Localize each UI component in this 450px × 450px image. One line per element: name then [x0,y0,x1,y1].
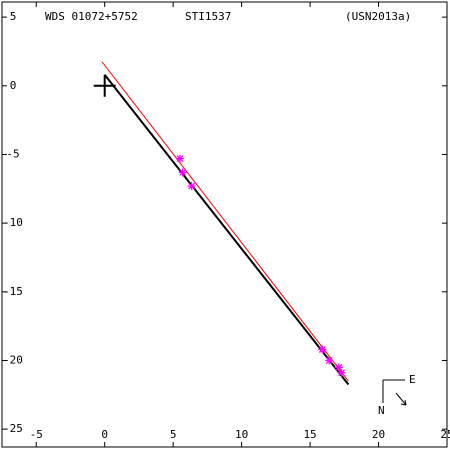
x-tick-label: 20 [372,428,385,441]
asterisk-stroke [318,346,326,353]
compass [382,379,407,406]
y-tick-label: -15 [3,285,23,298]
asterisk-stroke [179,168,187,176]
compass-arrow-head [400,403,407,406]
asterisk-stroke [325,357,333,364]
observation [337,368,346,377]
x-tick-label: 15 [303,428,316,441]
asterisk-stroke [176,155,184,163]
orbit-line [103,74,350,386]
observation [187,182,196,191]
y-tick-label: -25 [3,422,23,435]
x-tick-label: -5 [30,428,43,441]
compass-east-label: E [409,373,416,386]
x-tick-label: 5 [170,428,177,441]
compass-arrow-head [404,399,407,406]
y-tick-label: 5 [10,10,17,23]
observation [178,168,187,177]
asterisk-stroke [338,369,346,377]
node-line [101,61,349,382]
y-tick-label: -5 [6,147,19,160]
y-tick-label: 0 [10,79,17,92]
compass-north-label: N [378,404,385,417]
x-tick-label: 25 [440,428,450,441]
observation [176,154,184,163]
y-tick-label: -20 [3,353,23,366]
x-tick-label: 0 [101,428,108,441]
chart-title: WDS 01072+5752 [45,10,138,23]
observation [318,345,327,354]
primary-star [93,74,116,97]
compass-arrow [395,392,407,406]
reference: (USN2013a) [345,10,411,23]
chart-subtitle: STI1537 [185,10,231,23]
asterisk-stroke [335,363,343,371]
y-tick-label: -10 [3,216,23,229]
x-tick-label: 10 [235,428,248,441]
asterisk-stroke [188,182,196,190]
observation [325,356,334,365]
